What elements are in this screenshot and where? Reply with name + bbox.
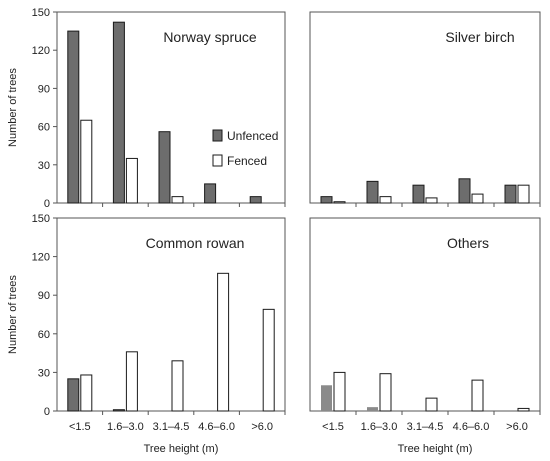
bar-fenced-2	[125, 351, 138, 412]
chart-panel-3: 0 30 60 90 120 150 Number of trees <1.5 1.6–3.0 3…	[7, 213, 286, 455]
y-tick-label: 30	[38, 160, 50, 172]
y-tick-label: 150	[32, 213, 50, 225]
bar-unfenced-3	[412, 184, 425, 204]
panel-frame	[309, 11, 541, 204]
bar-unfenced-4	[204, 183, 217, 204]
y-tick-label: 60	[38, 329, 50, 341]
bar-fenced-4	[471, 379, 484, 412]
panel-frame	[56, 217, 286, 412]
bar-unfenced-5	[504, 184, 517, 204]
legend-swatch-fenced	[212, 154, 223, 167]
bar-fenced-1	[333, 201, 346, 204]
bar-fenced-1	[80, 374, 93, 412]
bar-fenced-5	[517, 407, 530, 412]
x-tick-label: 4.6–6.0	[453, 421, 490, 433]
panel-title: Common rowan	[146, 235, 245, 251]
y-tick-label: 120	[32, 252, 50, 264]
y-tick-label: 90	[38, 290, 50, 302]
bar-unfenced-2	[366, 180, 379, 204]
legend-label-unfenced: Unfenced	[227, 129, 278, 143]
bar-unfenced-2	[112, 409, 125, 412]
x-tick-label: 1.6–3.0	[107, 421, 144, 433]
panel-title: Silver birch	[445, 29, 514, 45]
bar-fenced-3	[171, 196, 184, 204]
bar-fenced-3	[425, 397, 438, 412]
y-tick-label: 150	[32, 7, 50, 19]
panel-title: Norway spruce	[163, 29, 257, 45]
y-tick-label: 60	[38, 122, 50, 134]
bar-unfenced-4	[458, 178, 471, 204]
chart-panel-4: <1.5 1.6–3.0 3.1–4.5 4.6–6.0 >6.0 Tree height…	[309, 217, 541, 455]
bar-fenced-1	[333, 371, 346, 412]
chart-panel-1: 0 30 60 90 120 150 Number of trees Norway spruc…	[7, 7, 286, 210]
bar-unfenced-1	[67, 378, 80, 412]
y-tick-label: 0	[44, 198, 50, 210]
bar-fenced-1	[80, 119, 93, 204]
x-tick-label: 3.1–4.5	[153, 421, 190, 433]
chart-panel-2: Silver birch	[309, 11, 541, 207]
legend-label-fenced: Fenced	[227, 154, 267, 168]
x-tick-label: <1.5	[322, 421, 344, 433]
y-tick-label: 120	[32, 45, 50, 57]
x-tick-label: >6.0	[251, 421, 273, 433]
y-tick-label: 30	[38, 367, 50, 379]
bar-unfenced-5	[249, 196, 262, 204]
bar-fenced-2	[379, 196, 392, 204]
panel-frame	[309, 217, 541, 412]
x-tick-label: 3.1–4.5	[407, 421, 444, 433]
bar-unfenced-1	[67, 30, 80, 204]
y-tick-label: 0	[44, 406, 50, 418]
bar-fenced-2	[379, 373, 392, 412]
x-axis-label: Tree height (m)	[398, 443, 473, 455]
bar-fenced-5	[517, 184, 530, 204]
x-tick-label: 4.6–6.0	[198, 421, 235, 433]
legend-swatch-unfenced	[212, 129, 223, 142]
bar-fenced-5	[262, 308, 275, 412]
bar-unfenced-2	[367, 407, 378, 411]
y-axis-label: Number of trees	[7, 68, 19, 147]
x-axis-label: Tree height (m)	[144, 443, 219, 455]
bar-fenced-3	[171, 360, 184, 412]
y-tick-label: 90	[38, 83, 50, 95]
bar-unfenced-1	[321, 385, 332, 411]
bar-fenced-2	[125, 157, 138, 204]
bar-fenced-4	[217, 272, 230, 412]
x-tick-label: >6.0	[506, 421, 528, 433]
bar-unfenced-3	[158, 131, 171, 204]
bar-unfenced-1	[320, 196, 333, 204]
bar-fenced-3	[425, 197, 438, 204]
panel-title: Others	[447, 235, 489, 251]
y-axis-label: Number of trees	[7, 275, 19, 354]
bar-fenced-4	[471, 193, 484, 204]
x-tick-label: <1.5	[69, 421, 91, 433]
panel-frame	[56, 11, 286, 204]
x-tick-label: 1.6–3.0	[361, 421, 398, 433]
bar-unfenced-2	[112, 21, 125, 204]
